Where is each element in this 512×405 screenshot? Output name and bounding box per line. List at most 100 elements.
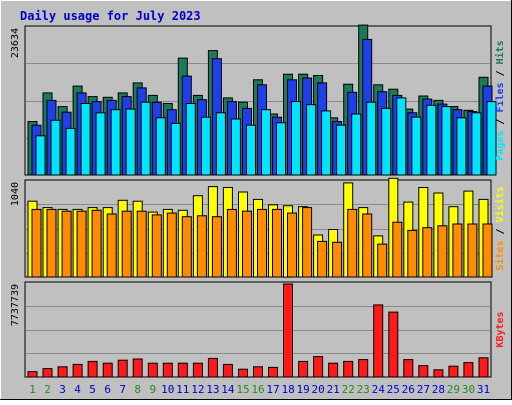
day-label-20: 20 [311,383,324,396]
bars [27,24,497,176]
bar-kbytes-day-28 [433,369,444,378]
day-label-23: 23 [357,383,370,396]
bar-sites-day-31 [482,223,493,278]
day-label-12: 12 [191,383,204,396]
day-label-25: 25 [387,383,400,396]
bar-pages-day-19 [306,104,317,176]
y-max-label: 23634 [10,28,21,58]
bar-kbytes-day-7 [117,359,128,378]
panel-kbytes: 7737739 KBytes [10,281,506,378]
bar-sites-day-6 [106,213,117,278]
day-label-3: 3 [59,383,66,396]
bar-sites-day-28 [437,225,448,278]
bar-sites-day-29 [452,223,463,278]
bar-sites-day-21 [332,241,343,278]
day-label-19: 19 [296,383,309,396]
day-label-16: 16 [251,383,264,396]
bar-kbytes-day-17 [268,366,278,378]
bar-pages-day-22 [351,113,362,176]
bar-sites-day-19 [302,207,313,278]
y-max-label: 7737739 [10,284,21,326]
bar-kbytes-day-19 [298,360,309,378]
bar-pages-day-10 [170,122,181,176]
bar-sites-day-3 [61,210,72,278]
bar-kbytes-day-29 [448,365,459,378]
day-label-31: 31 [477,383,490,396]
bar-pages-day-30 [471,112,482,176]
legend-separator: / [495,113,506,131]
legend-sites: Sites [494,241,506,271]
bar-pages-day-28 [441,106,452,176]
bar-sites-day-18 [287,212,297,278]
bar-pages-day-13 [215,112,226,176]
bar-kbytes-day-18 [283,283,293,378]
day-label-30: 30 [462,383,475,396]
bar-kbytes-day-8 [132,358,143,378]
bar-pages-day-2 [50,119,61,176]
bar-kbytes-day-5 [87,360,98,378]
bars [27,177,493,278]
bar-kbytes-day-10 [162,362,173,378]
chart-title: Daily usage for July 2023 [20,9,201,23]
bar-pages-day-14 [230,118,241,176]
bar-pages-day-9 [155,117,166,176]
bar-pages-day-29 [456,117,467,176]
bar-kbytes-day-1 [27,371,38,378]
bar-kbytes-day-21 [328,362,339,378]
bar-sites-day-2 [46,208,57,278]
day-label-27: 27 [417,383,430,396]
day-label-8: 8 [134,383,141,396]
bar-pages-day-20 [321,110,332,176]
bar-kbytes-day-23 [358,359,369,378]
panel-visits-sites: 1040 Sites / Visits [10,177,506,278]
legend-visits: Visits [494,186,506,222]
legend-hits: Hits [494,40,506,64]
plot-area [24,281,492,378]
bar-pages-day-18 [291,101,301,176]
bar-kbytes-day-14 [222,363,233,378]
bar-pages-day-3 [65,127,76,176]
day-label-6: 6 [104,383,111,396]
bar-pages-day-17 [276,122,286,176]
legend-pages: Pages [495,131,506,161]
bar-sites-day-23 [362,213,373,278]
bar-kbytes-day-22 [343,360,354,378]
bar-sites-day-14 [226,208,237,278]
bar-sites-day-26 [407,229,418,278]
bar-sites-day-8 [136,210,147,278]
bar-sites-day-13 [211,216,222,278]
bar-pages-day-16 [261,109,271,176]
day-label-28: 28 [432,383,445,396]
bar-pages-day-26 [411,116,422,176]
bar-kbytes-day-12 [192,362,203,378]
legend-separator: / [495,64,506,82]
bar-pages-day-31 [486,101,497,176]
day-label-7: 7 [119,383,126,396]
bar-kbytes-day-2 [42,368,53,378]
day-label-2: 2 [44,383,51,396]
bar-pages-day-25 [396,97,407,176]
bar-kbytes-day-15 [238,368,248,378]
day-label-10: 10 [161,383,174,396]
bar-pages-day-7 [125,108,136,176]
bar-kbytes-day-9 [147,362,158,378]
bar-sites-day-16 [257,208,267,278]
bar-kbytes-day-3 [57,366,68,378]
bar-sites-day-11 [181,216,192,278]
day-label-24: 24 [372,383,386,396]
day-label-5: 5 [89,383,96,396]
bar-pages-day-24 [381,107,392,176]
y-max-label: 1040 [10,182,21,206]
bar-sites-day-1 [31,208,42,278]
day-label-21: 21 [327,383,340,396]
day-labels: 1 2 3 4 5 6 7 8 9 10 11 12 13 14 15 16 17 18 19 20 21 22 23 24 2… [29,383,490,396]
bars [27,283,489,378]
bar-sites-day-10 [166,212,177,278]
bar-sites-day-25 [392,221,403,278]
day-label-22: 22 [342,383,355,396]
bar-pages-day-11 [185,103,196,176]
day-label-1: 1 [29,383,36,396]
bar-pages-day-5 [95,112,106,176]
bar-kbytes-day-27 [418,365,429,378]
bar-pages-day-27 [426,104,437,176]
